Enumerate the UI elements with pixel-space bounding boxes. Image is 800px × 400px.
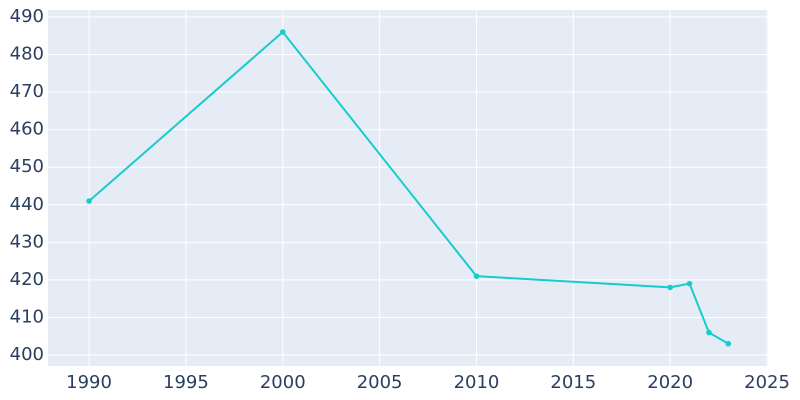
- x-tick-label: 2000: [260, 372, 306, 393]
- x-tick-label: 2025: [744, 372, 790, 393]
- y-tick-label: 470: [10, 81, 44, 102]
- x-tick-label: 1990: [66, 372, 112, 393]
- y-tick-label: 420: [10, 269, 44, 290]
- y-tick-label: 450: [10, 156, 44, 177]
- point: [86, 198, 92, 204]
- point: [667, 284, 673, 291]
- x-tick-label: 1995: [163, 372, 209, 393]
- point: [473, 273, 480, 279]
- point: [725, 340, 732, 347]
- y-tick-label: 460: [10, 119, 44, 140]
- point: [706, 329, 712, 336]
- y-tick-label: 480: [10, 44, 44, 65]
- y-tick-label: 440: [10, 194, 44, 215]
- y-tick-label: 490: [10, 6, 44, 27]
- plot-area: [48, 10, 768, 366]
- y-tick-label: 430: [10, 231, 44, 252]
- x-tick-label: 2005: [357, 372, 403, 393]
- x-tick-label: 2010: [454, 372, 500, 393]
- y-tick-label: 410: [10, 306, 44, 327]
- x-tick-label: 2015: [550, 372, 596, 393]
- x-tick-label: 2020: [647, 372, 693, 393]
- y-tick-label: 400: [10, 344, 44, 365]
- point: [279, 29, 286, 35]
- point: [686, 280, 693, 287]
